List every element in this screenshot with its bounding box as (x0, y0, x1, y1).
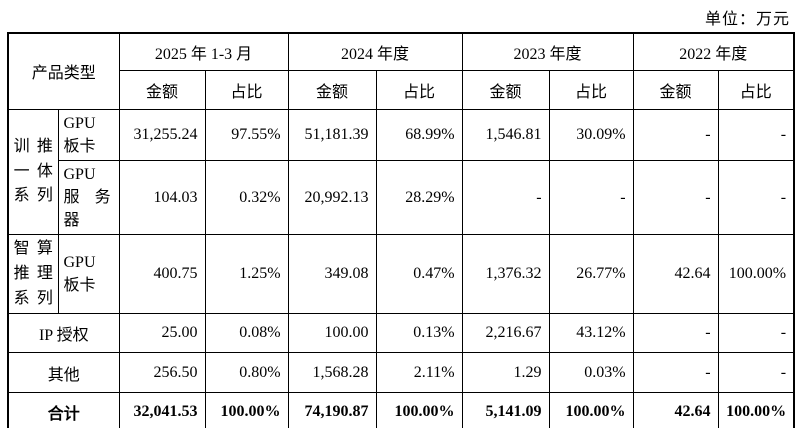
period-header-2024: 2024 年度 (287, 32, 463, 71)
amount-cell: - (632, 159, 719, 236)
table-row-other: 其他 256.50 0.80% 1,568.28 2.11% 1.29 0.03… (7, 352, 795, 394)
ratio-cell: 100.00% (548, 392, 634, 428)
amount-cell: 1,568.28 (287, 352, 377, 394)
ratio-cell: 26.77% (548, 234, 634, 315)
table-row-inference-gpu-card: 智算推理系列 GPU板卡 400.75 1.25% 349.08 0.47% 1… (7, 234, 795, 315)
ratio-cell: 100.00% (204, 392, 289, 428)
ratio-cell: - (717, 108, 795, 161)
ratio-cell: - (717, 159, 795, 236)
amount-header-2022: 金额 (632, 69, 719, 110)
amount-cell: 1.29 (461, 352, 550, 394)
table-row-ip-licensing: IP 授权 25.00 0.08% 100.00 0.13% 2,216.67 … (7, 313, 795, 354)
ratio-cell: 68.99% (375, 108, 463, 161)
ratio-cell: 100.00% (375, 392, 463, 428)
amount-cell: 2,216.67 (461, 313, 550, 354)
product-label-gpu-server: GPU服务器 (57, 159, 120, 236)
amount-cell: 31,255.24 (118, 108, 206, 161)
amount-cell: 1,376.32 (461, 234, 550, 315)
period-header-2022: 2022 年度 (632, 32, 795, 71)
header-row-subcolumns: 金额 占比 金额 占比 金额 占比 金额 占比 (8, 69, 795, 110)
ratio-cell: 100.00% (717, 392, 795, 428)
ratio-cell: 1.25% (204, 234, 289, 315)
amount-cell: 400.75 (118, 234, 206, 315)
ratio-cell: 2.11% (375, 352, 463, 394)
amount-cell: 20,992.13 (287, 159, 377, 236)
ratio-cell: 0.32% (204, 159, 289, 236)
products-revenue-table: 产品类型 2025 年 1-3 月 2024 年度 2023 年度 2022 年… (7, 32, 796, 428)
ratio-header-2025q1: 占比 (204, 69, 289, 110)
ratio-header-2023: 占比 (548, 69, 634, 110)
ratio-header-2022: 占比 (717, 69, 795, 110)
ratio-cell: 28.29% (375, 159, 463, 236)
ratio-cell: 97.55% (204, 108, 289, 161)
table-row-trainer-gpu-card: 训推一体系列 GPU板卡 31,255.24 97.55% 51,181.39 … (7, 108, 795, 236)
ratio-cell: 0.13% (375, 313, 463, 354)
header-row-periods: 产品类型 2025 年 1-3 月 2024 年度 2023 年度 2022 年… (7, 32, 795, 110)
amount-cell: 100.00 (287, 313, 377, 354)
ratio-cell: 0.03% (548, 352, 634, 394)
ratio-cell: 43.12% (548, 313, 634, 354)
amount-header-2023: 金额 (461, 69, 550, 110)
amount-cell: 104.03 (118, 159, 206, 236)
ratio-header-2024: 占比 (375, 69, 463, 110)
row-label-other: 其他 (7, 352, 120, 394)
ratio-cell: 0.47% (375, 234, 463, 315)
amount-cell: - (461, 159, 550, 236)
group-label-text: 智算推理系列 (13, 240, 53, 307)
product-type-header: 产品类型 (7, 32, 120, 110)
amount-cell: 32,041.53 (118, 392, 206, 428)
product-label-gpu-card: GPU板卡 (57, 234, 120, 315)
amount-cell: 42.64 (632, 234, 719, 315)
table-row-trainer-gpu-server: GPU服务器 104.03 0.32% 20,992.13 28.29% - -… (8, 159, 795, 236)
amount-header-2025q1: 金额 (118, 69, 206, 110)
ratio-cell: 30.09% (548, 108, 634, 161)
ratio-cell: 0.80% (204, 352, 289, 394)
amount-cell: 349.08 (287, 234, 377, 315)
table-row-total: 合计 32,041.53 100.00% 74,190.87 100.00% 5… (7, 392, 795, 428)
amount-cell: 74,190.87 (287, 392, 377, 428)
amount-cell: - (632, 313, 719, 354)
period-header-2023: 2023 年度 (461, 32, 634, 71)
amount-cell: 42.64 (632, 392, 719, 428)
ratio-cell: - (717, 352, 795, 394)
period-header-2025q1: 2025 年 1-3 月 (118, 32, 289, 71)
group-label-train-inference-series: 训推一体系列 (7, 108, 59, 236)
amount-cell: 5,141.09 (461, 392, 550, 428)
row-label-total: 合计 (7, 392, 120, 428)
amount-cell: 256.50 (118, 352, 206, 394)
amount-cell: - (632, 352, 719, 394)
amount-header-2024: 金额 (287, 69, 377, 110)
row-label-ip-licensing: IP 授权 (7, 313, 120, 354)
group-label-text: 训推一体系列 (13, 137, 53, 205)
amount-cell: 51,181.39 (287, 108, 377, 161)
ratio-cell: - (717, 313, 795, 354)
product-label-gpu-card: GPU板卡 (57, 108, 120, 161)
amount-cell: 25.00 (118, 313, 206, 354)
ratio-cell: - (548, 159, 634, 236)
group-label-smart-inference-series: 智算推理系列 (7, 234, 59, 315)
unit-label: 单位：万元 (704, 11, 790, 28)
amount-cell: - (632, 108, 719, 161)
amount-cell: 1,546.81 (461, 108, 550, 161)
ratio-cell: 100.00% (717, 234, 795, 315)
ratio-cell: 0.08% (204, 313, 289, 354)
